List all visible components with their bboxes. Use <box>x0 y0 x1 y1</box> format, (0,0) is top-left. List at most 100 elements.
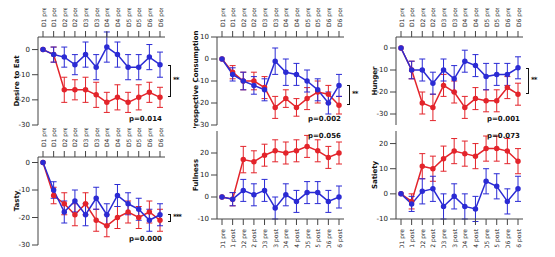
svg-text:D6 post: D6 post <box>336 8 344 27</box>
svg-text:-20: -20 <box>18 96 30 105</box>
svg-text:D2 post: D2 post <box>250 228 258 248</box>
svg-text:-10: -10 <box>377 215 388 223</box>
svg-text:D2 post: D2 post <box>71 8 79 27</box>
svg-text:0: 0 <box>26 46 30 54</box>
svg-text:D5 post: D5 post <box>314 8 322 27</box>
svg-text:0: 0 <box>384 44 388 52</box>
svg-text:10: 10 <box>200 171 209 179</box>
svg-text:D3 post: D3 post <box>272 8 280 27</box>
svg-text:20: 20 <box>200 149 209 157</box>
svg-text:D3 pre: D3 pre <box>261 8 269 27</box>
svg-text:D3 pre: D3 pre <box>261 229 269 248</box>
svg-text:D4 pre: D4 pre <box>461 8 469 27</box>
svg-text:D2 post: D2 post <box>429 228 437 248</box>
svg-text:D5 pre: D5 pre <box>483 229 491 248</box>
svg-text:Desire to Eat: Desire to Eat <box>13 55 21 107</box>
svg-text:D3 post: D3 post <box>451 228 459 248</box>
svg-text:D1 pre: D1 pre <box>398 8 406 27</box>
svg-text:D6 post: D6 post <box>515 8 523 27</box>
svg-text:D5 post: D5 post <box>135 128 143 147</box>
svg-text:D1 post: D1 post <box>408 8 416 27</box>
svg-text:D1 post: D1 post <box>229 8 237 27</box>
svg-text:D3 post: D3 post <box>93 8 101 27</box>
svg-text:D2 pre: D2 pre <box>61 128 69 147</box>
svg-text:D4 pre: D4 pre <box>461 229 469 248</box>
svg-text:D6 post: D6 post <box>336 228 344 248</box>
svg-text:D3 pre: D3 pre <box>440 229 448 248</box>
svg-text:Satiety: Satiety <box>371 160 379 189</box>
svg-text:D6 pre: D6 pre <box>504 229 512 248</box>
svg-text:D6 pre: D6 pre <box>325 8 333 27</box>
svg-text:-20: -20 <box>19 214 30 222</box>
svg-text:Tasty: Tasty <box>13 190 21 211</box>
svg-text:-30: -30 <box>19 121 30 128</box>
svg-text:D5 post: D5 post <box>135 8 143 27</box>
svg-text:D6 post: D6 post <box>157 8 165 27</box>
svg-text:D5 pre: D5 pre <box>125 8 133 27</box>
svg-text:D5 post: D5 post <box>314 228 322 248</box>
svg-text:10: 10 <box>379 165 388 173</box>
svg-text:D2 pre: D2 pre <box>419 229 427 248</box>
svg-text:D3 pre: D3 pre <box>82 8 90 27</box>
svg-text:-30: -30 <box>377 110 388 118</box>
svg-text:0: 0 <box>205 55 209 63</box>
svg-text:D4 post: D4 post <box>114 128 122 147</box>
svg-text:D4 pre: D4 pre <box>282 229 290 248</box>
svg-text:D1 pre: D1 pre <box>219 8 227 27</box>
svg-text:D3 post: D3 post <box>451 8 459 27</box>
svg-text:-10: -10 <box>18 71 30 80</box>
svg-text:D1 post: D1 post <box>50 128 58 147</box>
svg-text:D3 pre: D3 pre <box>440 8 448 27</box>
svg-text:0: 0 <box>205 193 209 201</box>
svg-text:D2 pre: D2 pre <box>240 229 248 248</box>
svg-text:D1 pre: D1 pre <box>398 229 406 248</box>
svg-text:-20: -20 <box>376 88 388 97</box>
svg-text:D5 post: D5 post <box>493 228 501 248</box>
svg-text:D2 post: D2 post <box>429 8 437 27</box>
svg-text:10: 10 <box>200 33 209 41</box>
svg-text:D2 pre: D2 pre <box>61 8 69 27</box>
svg-text:D6 pre: D6 pre <box>325 229 333 248</box>
svg-text:D4 post: D4 post <box>114 8 122 27</box>
svg-text:D5 post: D5 post <box>493 8 501 27</box>
svg-text:Prospective Consumption: Prospective Consumption <box>192 31 200 128</box>
svg-text:D1 pre: D1 pre <box>40 128 48 147</box>
svg-text:D4 pre: D4 pre <box>103 8 111 27</box>
svg-text:D4 post: D4 post <box>472 8 480 27</box>
svg-text:D6 post: D6 post <box>157 128 165 147</box>
svg-text:D4 pre: D4 pre <box>282 8 290 27</box>
svg-text:D5 pre: D5 pre <box>125 128 133 147</box>
svg-text:D5 pre: D5 pre <box>304 229 312 248</box>
svg-text:0: 0 <box>26 159 30 167</box>
svg-text:D2 post: D2 post <box>71 128 79 147</box>
svg-text:D4 post: D4 post <box>472 228 480 248</box>
svg-text:D6 pre: D6 pre <box>504 8 512 27</box>
svg-text:D2 post: D2 post <box>250 8 258 27</box>
svg-text:D1 pre: D1 pre <box>219 229 227 248</box>
svg-text:D1 post: D1 post <box>408 228 416 248</box>
svg-text:D5 pre: D5 pre <box>304 8 312 27</box>
svg-text:D6 post: D6 post <box>515 228 523 248</box>
svg-text:D3 post: D3 post <box>272 228 280 248</box>
svg-text:Fullness: Fullness <box>192 159 200 191</box>
svg-text:D6 pre: D6 pre <box>146 8 154 27</box>
svg-text:-10: -10 <box>198 215 209 223</box>
svg-text:Hunger: Hunger <box>371 66 379 96</box>
svg-text:20: 20 <box>379 140 388 148</box>
svg-text:D5 pre: D5 pre <box>483 8 491 27</box>
svg-text:D6 pre: D6 pre <box>146 128 154 147</box>
svg-text:D3 post: D3 post <box>93 128 101 147</box>
svg-text:D2 pre: D2 pre <box>240 8 248 27</box>
svg-text:D1 pre: D1 pre <box>40 8 48 27</box>
svg-text:-20: -20 <box>197 99 209 108</box>
svg-text:-30: -30 <box>19 241 30 248</box>
svg-text:D2 pre: D2 pre <box>419 8 427 27</box>
svg-text:D4 post: D4 post <box>293 228 301 248</box>
svg-text:D1 post: D1 post <box>229 228 237 248</box>
svg-text:-10: -10 <box>197 77 209 86</box>
svg-text:D4 post: D4 post <box>293 8 301 27</box>
svg-text:0: 0 <box>384 190 388 198</box>
svg-text:D4 pre: D4 pre <box>103 128 111 147</box>
svg-text:D3 pre: D3 pre <box>82 128 90 147</box>
svg-text:D1 post: D1 post <box>50 8 58 27</box>
